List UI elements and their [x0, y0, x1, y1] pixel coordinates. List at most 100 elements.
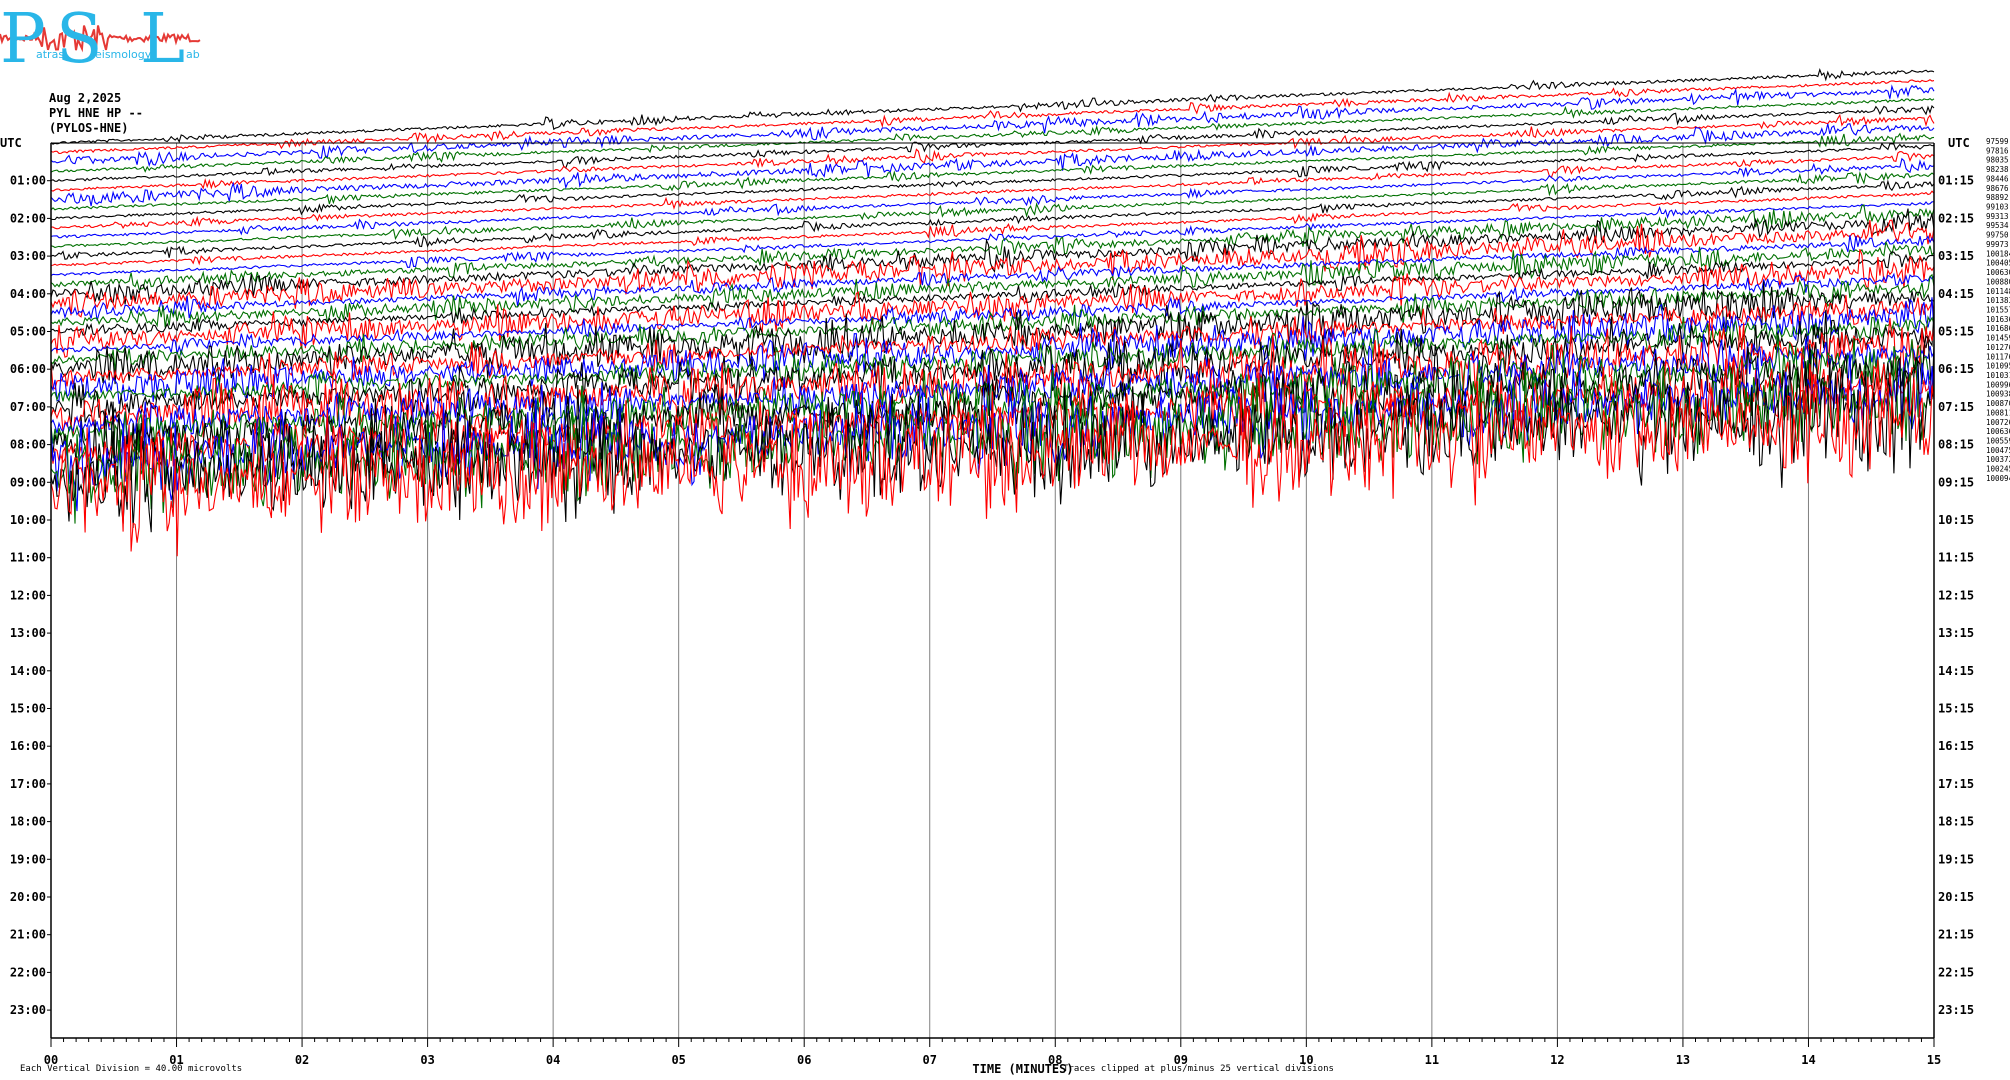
right-hour-label: 20:15 [1938, 890, 1974, 904]
x-tick-label: 12 [1550, 1053, 1564, 1067]
seismic-trace [50, 123, 1935, 207]
seismic-trace [50, 208, 1935, 305]
seismic-trace [50, 241, 1935, 328]
x-tick-label: 04 [546, 1053, 560, 1067]
left-hour-label: 03:00 [10, 249, 46, 263]
seismic-trace [50, 151, 1935, 230]
right-hour-label: 19:15 [1938, 852, 1974, 866]
left-utc-title: UTC [0, 136, 22, 150]
seismic-trace [50, 356, 1935, 533]
seismic-trace [50, 84, 1935, 168]
x-tick-label: 10 [1299, 1053, 1313, 1067]
left-hour-label: 12:00 [10, 588, 46, 602]
x-tick-label: 13 [1676, 1053, 1690, 1067]
trace-offset-count: 101095 [1986, 362, 2010, 371]
trace-offset-count: 97816 [1986, 146, 2009, 155]
x-axis-title: TIME (MINUTES) [972, 1062, 1073, 1076]
trace-offset-count: 97599 [1986, 137, 2009, 146]
right-hour-label: 18:15 [1938, 815, 1974, 829]
left-hour-label: 22:00 [10, 965, 46, 979]
left-hour-label: 07:00 [10, 400, 46, 414]
trace-offset-count: 101276 [1986, 343, 2010, 352]
seismic-trace [50, 219, 1935, 318]
left-hour-label: 01:00 [10, 174, 46, 188]
x-tick-label: 07 [923, 1053, 937, 1067]
left-hour-label: 19:00 [10, 852, 46, 866]
seismic-trace [50, 142, 1935, 221]
trace-offset-count: 98676 [1986, 184, 2009, 193]
trace-offset-count: 100405 [1986, 259, 2010, 268]
left-hour-label: 09:00 [10, 475, 46, 489]
seismic-trace [50, 273, 1935, 371]
trace-offset-count: 99103 [1986, 203, 2009, 212]
seismic-trace [50, 113, 1935, 192]
trace-offset-count: 100726 [1986, 418, 2010, 427]
trace-offset-count: 100636 [1986, 427, 2010, 436]
seismic-trace [50, 204, 1935, 290]
right-hour-label: 21:15 [1938, 928, 1974, 942]
x-tick-label: 05 [671, 1053, 685, 1067]
right-hour-label: 06:15 [1938, 362, 1974, 376]
plot-date: Aug 2,2025 [49, 91, 122, 105]
left-hour-label: 18:00 [10, 815, 46, 829]
right-hour-label: 08:15 [1938, 438, 1974, 452]
trace-offset-count: 101383 [1986, 296, 2010, 305]
right-hour-label: 14:15 [1938, 664, 1974, 678]
seismic-trace [50, 201, 1934, 277]
trace-offset-count: 101459 [1986, 334, 2010, 343]
trace-offset-count: 99313 [1986, 212, 2009, 221]
trace-offset-count: 100996 [1986, 380, 2010, 389]
right-hour-label: 05:15 [1938, 325, 1974, 339]
left-hour-label: 16:00 [10, 739, 46, 753]
trace-offset-count: 101636 [1986, 315, 2010, 324]
seismic-trace [50, 315, 1935, 406]
left-hour-label: 23:00 [10, 1003, 46, 1017]
seismic-trace [50, 171, 1935, 249]
x-tick-label: 15 [1927, 1053, 1941, 1067]
trace-offset-count: 101176 [1986, 352, 2010, 361]
minute-grid [176, 143, 1935, 1038]
left-hour-label: 11:00 [10, 551, 46, 565]
right-hour-label: 02:15 [1938, 211, 1974, 225]
right-hour-label: 01:15 [1938, 174, 1974, 188]
left-hour-label: 14:00 [10, 664, 46, 678]
logo-seismogram-icon [0, 25, 201, 53]
left-hour-label: 13:00 [10, 626, 46, 640]
left-hour-label: 05:00 [10, 325, 46, 339]
x-tick-label: 03 [420, 1053, 434, 1067]
trace-offset-count: 99534 [1986, 221, 2009, 230]
trace-offset-count: 98446 [1986, 174, 2009, 183]
seismic-trace [50, 281, 1935, 385]
left-hour-label: 15:00 [10, 702, 46, 716]
left-hour-label: 10:00 [10, 513, 46, 527]
x-tick-label: 00 [44, 1053, 58, 1067]
seismic-trace [50, 346, 1935, 524]
right-hour-label: 17:15 [1938, 777, 1974, 791]
left-hour-label: 08:00 [10, 438, 46, 452]
logo-subtitle-2: eismology [95, 48, 152, 61]
x-tick-label: 06 [797, 1053, 811, 1067]
x-tick-label: 08 [1048, 1053, 1062, 1067]
trace-offset-count: 101557 [1986, 305, 2010, 314]
right-hour-label: 03:15 [1938, 249, 1974, 263]
right-hour-label: 16:15 [1938, 739, 1974, 753]
right-hour-label: 04:15 [1938, 287, 1974, 301]
station-channel: PYL HNE HP -- [49, 106, 143, 120]
x-tick-label: 11 [1425, 1053, 1439, 1067]
trace-offset-count: 99973 [1986, 240, 2009, 249]
seismic-trace [50, 235, 1935, 321]
logo-letter-p: P [0, 0, 46, 79]
logo-letter-s: S [56, 0, 103, 79]
seismic-trace [50, 309, 1935, 428]
logo-letter-l: L [140, 0, 185, 79]
trace-offset-count: 98035 [1986, 156, 2009, 165]
seismic-trace [50, 132, 1935, 211]
trace-offset-count: 98238 [1986, 165, 2009, 174]
logo-subtitle-3: ab [186, 48, 200, 61]
seismic-traces [50, 67, 1935, 557]
psl-logo: P S L atras eismology ab [0, 0, 201, 79]
seismic-trace [50, 335, 1935, 478]
seismic-trace [50, 97, 1935, 173]
seismic-trace [50, 67, 1935, 145]
